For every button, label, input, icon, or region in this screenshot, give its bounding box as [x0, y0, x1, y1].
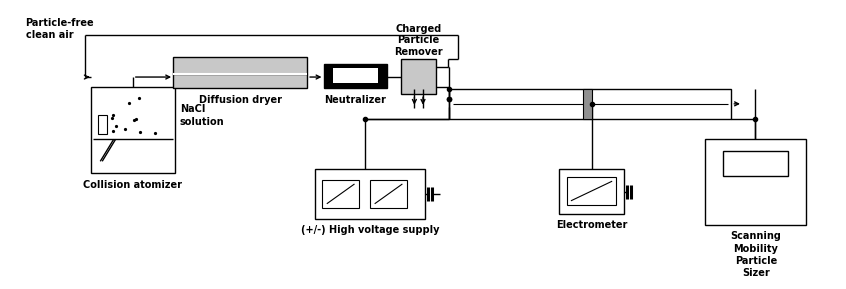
Bar	[371, 179, 407, 208]
Bar	[98, 115, 107, 134]
Bar	[583, 88, 592, 119]
Bar	[173, 57, 307, 74]
Text: Scanning
Mobility
Particle
Sizer: Scanning Mobility Particle Sizer	[730, 231, 781, 278]
Text: Neutralizer: Neutralizer	[325, 95, 387, 105]
Text: Charged
Particle
Remover: Charged Particle Remover	[394, 24, 443, 57]
Text: Collision atomizer: Collision atomizer	[84, 180, 183, 190]
Bar	[449, 88, 731, 119]
Bar	[324, 64, 387, 88]
Text: Particle-free
clean air: Particle-free clean air	[25, 18, 94, 40]
Bar	[315, 169, 425, 219]
Bar	[722, 151, 788, 176]
Bar	[333, 68, 378, 83]
Bar	[401, 59, 437, 94]
Text: Diffusion dryer: Diffusion dryer	[199, 95, 282, 105]
Bar	[322, 179, 359, 208]
Bar	[567, 177, 617, 205]
Text: Electrometer: Electrometer	[556, 220, 627, 230]
Bar	[706, 139, 806, 225]
Bar	[559, 169, 624, 214]
Bar	[173, 74, 307, 88]
Text: NaCl
solution: NaCl solution	[179, 104, 224, 127]
Text: (+/-) High voltage supply: (+/-) High voltage supply	[300, 225, 439, 234]
Bar	[91, 87, 175, 173]
